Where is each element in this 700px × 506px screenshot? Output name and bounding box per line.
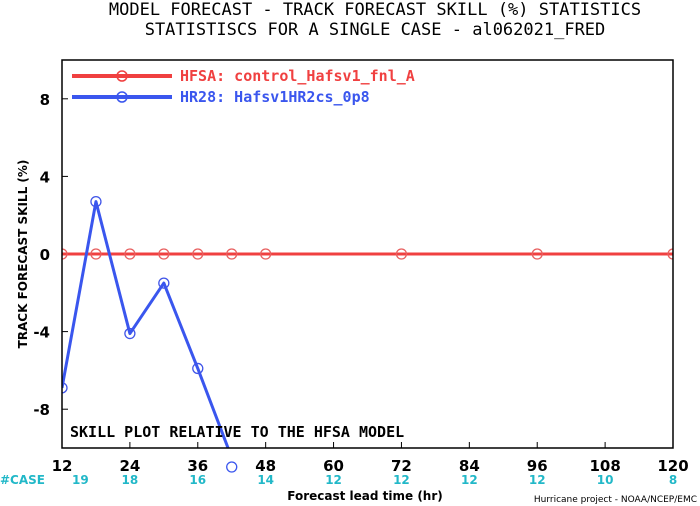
- data-point: [531, 248, 543, 260]
- legend-marker: [116, 91, 128, 103]
- data-point: [90, 248, 102, 260]
- data-point: [62, 382, 68, 394]
- y-tick-label: 0: [40, 246, 50, 264]
- data-point: [124, 327, 136, 340]
- case-count: 8: [669, 473, 677, 487]
- y-axis-label: TRACK FORECAST SKILL (%): [16, 160, 30, 349]
- x-axis-label: Forecast lead time (hr): [287, 489, 443, 503]
- x-tick-label: 108: [589, 457, 620, 475]
- skill-annotation: SKILL PLOT RELATIVE TO THE HFSA MODEL: [70, 423, 404, 441]
- case-count: 16: [189, 473, 206, 487]
- data-point: [158, 248, 170, 260]
- legend-label: HR28: Hafsv1HR2cs_0p8: [180, 88, 370, 106]
- series-layer: [62, 195, 673, 448]
- data-point: [62, 248, 68, 260]
- case-count: 12: [325, 473, 342, 487]
- x-tick-label: 72: [391, 457, 412, 475]
- x-tick-label: 120: [657, 457, 688, 475]
- legend-label: HFSA: control_Hafsv1_fnl_A: [180, 67, 415, 85]
- x-tick-label: 36: [187, 457, 208, 475]
- data-point-out-of-range: [226, 461, 238, 473]
- case-counts: 19 18 16 14 12 12 12 12 10 8: [72, 473, 677, 487]
- data-point: [667, 248, 673, 260]
- y-tick-label: 8: [40, 91, 50, 109]
- x-tick-label: 48: [255, 457, 276, 475]
- chart-subtitle: STATISTISCS FOR A SINGLE CASE - al062021…: [145, 20, 606, 40]
- case-count: 12: [529, 473, 546, 487]
- x-tick-label: 12: [52, 457, 73, 475]
- series-line: [62, 200, 230, 448]
- x-tick-label: 84: [459, 457, 480, 475]
- data-point: [395, 248, 408, 260]
- y-tick-label: -4: [33, 324, 50, 342]
- x-tick-label: 60: [323, 457, 344, 475]
- series-1: [62, 248, 673, 260]
- data-point: [192, 248, 204, 260]
- case-count: 12: [461, 473, 478, 487]
- y-tick-label: 4: [40, 168, 50, 186]
- case-count: 14: [257, 473, 274, 487]
- data-point: [90, 195, 102, 208]
- x-tick-label: 24: [119, 457, 140, 475]
- data-point: [158, 277, 170, 289]
- footer-credit: Hurricane project - NOAA/NCEP/EMC: [534, 495, 697, 505]
- chart-title: MODEL FORECAST - TRACK FORECAST SKILL (%…: [109, 0, 641, 20]
- case-count: 10: [597, 473, 614, 487]
- x-tick-label: 96: [527, 457, 548, 475]
- case-count: 12: [393, 473, 410, 487]
- out-of-range-markers: [226, 461, 238, 473]
- legend: HFSA: control_Hafsv1_fnl_A HR28: Hafsv1HR…: [72, 67, 415, 106]
- case-count: 18: [122, 473, 139, 487]
- data-point: [124, 248, 136, 260]
- data-point: [260, 248, 272, 260]
- series-2: [62, 195, 230, 448]
- y-tick-label: -8: [33, 401, 50, 419]
- case-label: #CASE: [0, 473, 45, 487]
- data-point: [192, 362, 204, 375]
- case-count: 19: [72, 473, 89, 487]
- legend-marker: [116, 70, 128, 82]
- plot-frame: [61, 59, 674, 449]
- data-point: [226, 248, 238, 260]
